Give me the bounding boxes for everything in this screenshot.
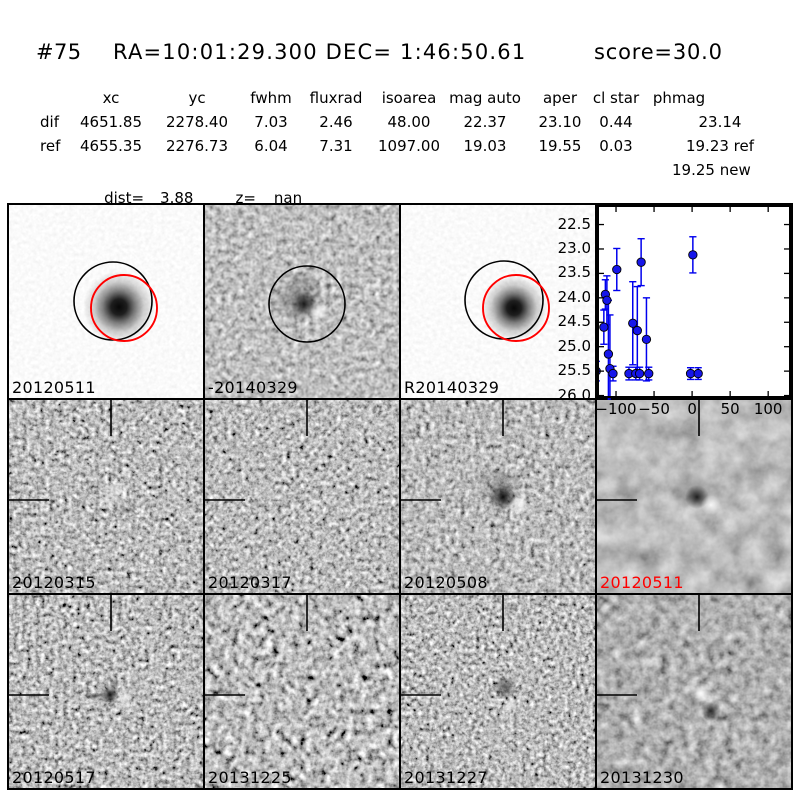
epoch-stamp-image (597, 595, 791, 788)
z-value: nan (273, 189, 303, 207)
y-tick-label: 25.5 (557, 361, 591, 380)
dif-yc: 2278.40 (165, 113, 229, 131)
cutout-stamp-epoch-5: 20120517 (9, 595, 203, 788)
col-header-mag-auto: mag auto (449, 89, 521, 107)
row-label-ref: ref (40, 137, 61, 155)
cutout-stamp-epoch-2: 20120317 (205, 400, 399, 593)
cutout-label: 20131227 (404, 768, 488, 788)
col-header-fluxrad: fluxrad (309, 89, 363, 107)
cutout-stamp-epoch-6: 20131225 (205, 595, 399, 788)
col-header-aper: aper (542, 89, 578, 107)
score-value: score=30.0 (594, 40, 723, 64)
ref-aper: 19.55 (538, 137, 582, 155)
dif-fluxrad: 2.46 (319, 113, 353, 131)
candidate-number: #75 (36, 40, 82, 64)
col-header-xc: xc (102, 89, 120, 107)
dif-aper: 23.10 (538, 113, 582, 131)
cutout-label: 20120508 (404, 573, 488, 593)
cutout-grid: 20120511 -20140329 R20140329 20120315 20… (7, 203, 793, 790)
dif-mag-auto: 22.37 (463, 113, 507, 131)
y-tick-label: 23.0 (557, 238, 591, 257)
x-tick-label: 0 (687, 400, 697, 418)
photometry-ref-row: ref 4655.35 2276.73 6.04 7.31 1097.00 19… (0, 138, 800, 156)
z-label: z= (235, 189, 256, 207)
cutout-label: -20140329 (208, 378, 298, 398)
ref-yc: 2276.73 (165, 137, 229, 155)
photometry-dif-row: dif 4651.85 2278.40 7.03 2.46 48.00 22.3… (0, 114, 800, 132)
x-tick-label: 50 (720, 400, 740, 418)
ref-cl-star: 0.03 (599, 137, 633, 155)
x-tick-label: −50 (638, 400, 670, 418)
cutout-stamp-epoch-3: 20120508 (401, 400, 595, 593)
cutout-label: 20120511 (12, 378, 96, 398)
epoch-stamp-image (205, 400, 399, 593)
row-label-dif: dif (40, 113, 59, 131)
col-header-phmag: phmag (652, 89, 706, 107)
cutout-label: R20140329 (404, 378, 500, 398)
cutout-label: 20120317 (208, 573, 292, 593)
col-header-cl-star: cl star (592, 89, 640, 107)
light-curve-plot (597, 205, 791, 424)
reference-image-stamp (401, 205, 595, 398)
epoch-stamp-image (205, 595, 399, 788)
col-header-yc: yc (188, 89, 206, 107)
epoch-stamp-image (9, 595, 203, 788)
dif-cl-star: 0.44 (599, 113, 633, 131)
y-tick-label: 24.0 (557, 287, 591, 306)
dist-label: dist= (104, 189, 145, 207)
dif-xc: 4651.85 (79, 113, 143, 131)
cutout-label: 20120315 (12, 573, 96, 593)
dif-phmag: 23.14 (698, 113, 742, 131)
cutout-stamp-epoch-8: 20131230 (597, 595, 791, 788)
cutout-new-image: 20120511 (9, 205, 203, 398)
cutout-stamp-epoch-7: 20131227 (401, 595, 595, 788)
ref-mag-auto: 19.03 (463, 137, 507, 155)
light-curve-canvas (597, 205, 791, 424)
ref-isoarea: 1097.00 (377, 137, 441, 155)
dif-fwhm: 7.03 (254, 113, 288, 131)
cutout-label: 20120517 (12, 768, 96, 788)
y-tick-label: 25.0 (557, 336, 591, 355)
epoch-stamp-image (401, 400, 595, 593)
epoch-stamp-image (597, 400, 791, 593)
dist-z-row: dist= 3.88 z= nan (85, 171, 302, 225)
col-header-isoarea: isoarea (381, 89, 437, 107)
cutout-label: 20131230 (600, 768, 684, 788)
cutout-stamp-epoch-1: 20120315 (9, 400, 203, 593)
y-tick-label: 22.5 (557, 214, 591, 233)
y-tick-label: 26.0 (557, 385, 591, 404)
dif-isoarea: 48.00 (387, 113, 431, 131)
cutout-label: 20131225 (208, 768, 292, 788)
y-tick-label: 24.5 (557, 312, 591, 331)
phmag-new-value: 19.25 new (672, 161, 751, 179)
epoch-stamp-image (9, 400, 203, 593)
cutout-stamp-epoch-4-detection: 20120511 (597, 400, 791, 593)
new-image-stamp (9, 205, 203, 398)
cutout-difference-image: -20140329 (205, 205, 399, 398)
photometry-header-row: xc yc fwhm fluxrad isoarea mag auto aper… (0, 90, 800, 108)
x-tick-label: 100 (753, 400, 783, 418)
ref-phmag: 19.23 ref (685, 137, 755, 155)
cutout-reference-image: R20140329 (401, 205, 595, 398)
y-tick-label: 23.5 (557, 263, 591, 282)
difference-image-stamp (205, 205, 399, 398)
epoch-stamp-image (401, 595, 595, 788)
ref-xc: 4655.35 (79, 137, 143, 155)
col-header-fwhm: fwhm (250, 89, 292, 107)
dist-value: 3.88 (160, 189, 194, 207)
cutout-label: 20120511 (600, 573, 684, 593)
coordinates: RA=10:01:29.300 DEC= 1:46:50.61 (113, 40, 527, 64)
ref-fluxrad: 7.31 (319, 137, 353, 155)
x-tick-label: −100 (595, 400, 637, 418)
ref-fwhm: 6.04 (254, 137, 288, 155)
